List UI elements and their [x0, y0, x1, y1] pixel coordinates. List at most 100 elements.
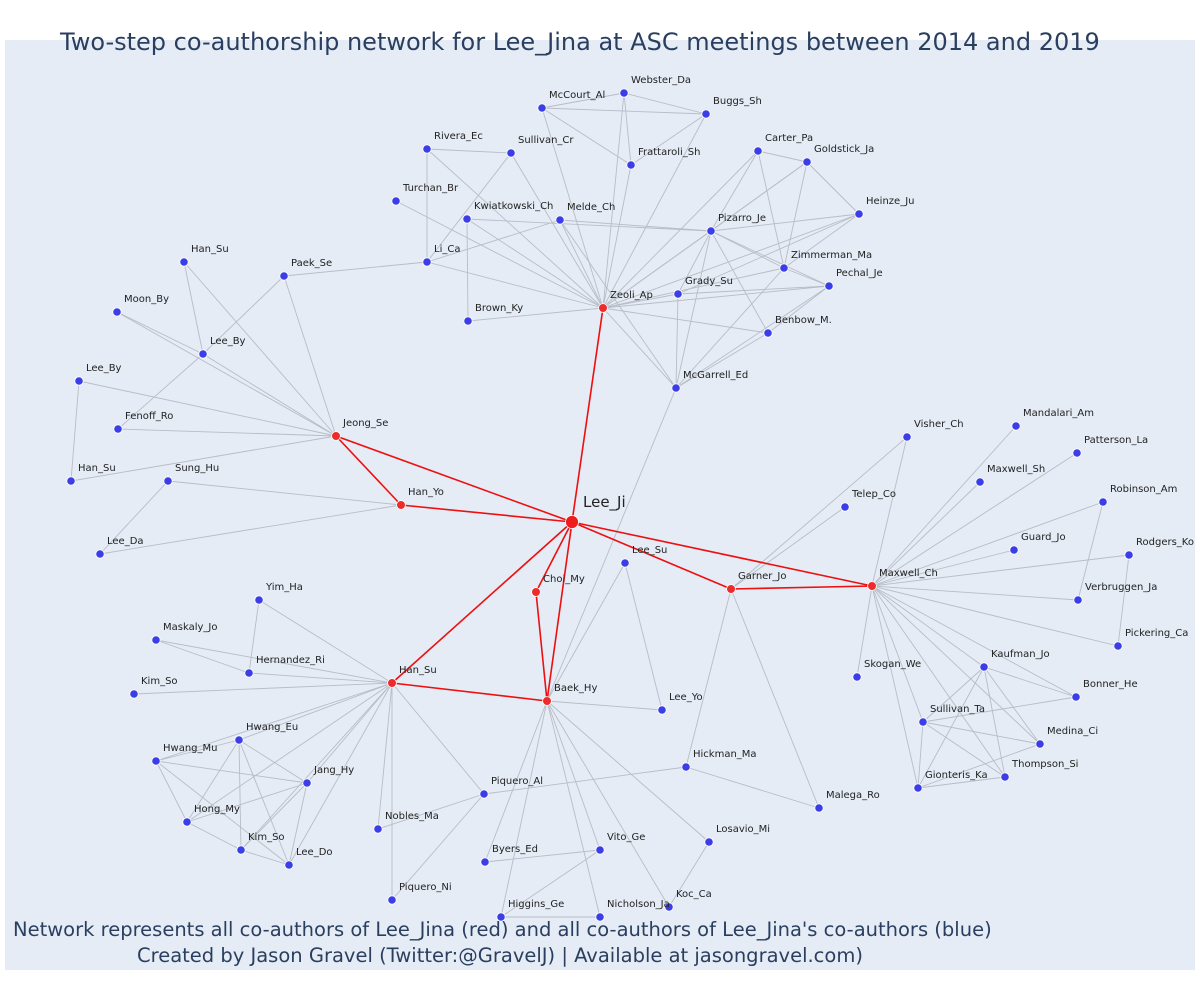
node-nicholson-ja[interactable]: [595, 912, 605, 922]
node-webster-da[interactable]: [619, 88, 629, 98]
node-piquero-al[interactable]: [479, 789, 489, 799]
caption-line-1: Network represents all co-authors of Lee…: [13, 918, 992, 941]
node-visher-ch[interactable]: [902, 432, 912, 442]
edge: [155, 760, 290, 866]
node-zeoli-ap[interactable]: [598, 303, 608, 313]
node-han-yo[interactable]: [396, 500, 406, 510]
node-goldstick-ja[interactable]: [802, 157, 812, 167]
edge: [202, 353, 337, 437]
node-pechal-je[interactable]: [824, 281, 834, 291]
node-mandalari-am[interactable]: [1011, 421, 1021, 431]
node-hwang-eu[interactable]: [234, 735, 244, 745]
node-guard-jo[interactable]: [1009, 545, 1019, 555]
node-maxwell-sh[interactable]: [975, 477, 985, 487]
node-losavio-mi[interactable]: [704, 837, 714, 847]
edge: [510, 152, 604, 309]
node-garner-jo[interactable]: [726, 584, 736, 594]
node-lee-do[interactable]: [284, 860, 294, 870]
node-medina-ci[interactable]: [1035, 739, 1045, 749]
edge: [623, 92, 632, 166]
edge: [546, 700, 601, 851]
node-pickering-ca[interactable]: [1113, 641, 1123, 651]
edge: [1117, 554, 1130, 647]
node-label: Zimmerman_Ma: [791, 250, 872, 261]
node-fenoff-ro[interactable]: [113, 424, 123, 434]
node-robinson-am[interactable]: [1098, 497, 1108, 507]
node-verbruggen-ja[interactable]: [1073, 595, 1083, 605]
node-buggs-sh[interactable]: [701, 109, 711, 119]
node-label: McCourt_Al: [549, 90, 605, 101]
node-jeong-se[interactable]: [331, 431, 341, 441]
edge: [240, 849, 290, 866]
node-label: Hickman_Ma: [693, 749, 757, 760]
node-zimmerman-ma[interactable]: [779, 263, 789, 273]
node-li-ca[interactable]: [422, 257, 432, 267]
node-han-su-a[interactable]: [179, 257, 189, 267]
node-sung-hu[interactable]: [163, 476, 173, 486]
node-sullivan-ta[interactable]: [918, 717, 928, 727]
edge: [602, 307, 769, 334]
node-kim-so-b[interactable]: [236, 845, 246, 855]
edge: [238, 682, 393, 741]
node-heinze-ju[interactable]: [854, 209, 864, 219]
node-han-su-c[interactable]: [387, 678, 397, 688]
node-mccourt-al[interactable]: [537, 103, 547, 113]
node-rodgers-ko[interactable]: [1124, 550, 1134, 560]
edge: [283, 261, 428, 277]
node-vito-ge[interactable]: [595, 845, 605, 855]
coauthor-edge: [391, 521, 573, 684]
node-yim-ha[interactable]: [254, 595, 264, 605]
node-baek-hy[interactable]: [542, 696, 552, 706]
node-jang-hy[interactable]: [302, 778, 312, 788]
node-grady-su[interactable]: [673, 289, 683, 299]
node-lee-by-a[interactable]: [198, 349, 208, 359]
edge: [783, 267, 830, 287]
node-hernandez-ri[interactable]: [244, 668, 254, 678]
node-sullivan-cr[interactable]: [506, 148, 516, 158]
node-label: Maxwell_Ch: [879, 568, 938, 579]
node-carter-pa[interactable]: [753, 146, 763, 156]
node-byers-ed[interactable]: [480, 857, 490, 867]
node-nobles-ma[interactable]: [373, 824, 383, 834]
node-lee-yo[interactable]: [657, 705, 667, 715]
node-brown-ky[interactable]: [463, 316, 473, 326]
node-label: Gionteris_Ka: [925, 770, 988, 781]
node-melde-ch[interactable]: [555, 215, 565, 225]
node-koc-ca[interactable]: [664, 902, 674, 912]
node-telep-co[interactable]: [840, 502, 850, 512]
node-maskaly-jo[interactable]: [151, 635, 161, 645]
node-higgins-ge[interactable]: [496, 912, 506, 922]
node-rivera-ec[interactable]: [422, 144, 432, 154]
node-lee-ji[interactable]: [565, 515, 579, 529]
node-maxwell-ch[interactable]: [867, 581, 877, 591]
node-benbow-m[interactable]: [763, 328, 773, 338]
node-kwiatkowski-ch[interactable]: [462, 214, 472, 224]
node-kim-so-a[interactable]: [129, 689, 139, 699]
node-paek-se[interactable]: [279, 271, 289, 281]
node-malega-ro[interactable]: [814, 803, 824, 813]
node-bonner-he[interactable]: [1071, 692, 1081, 702]
node-gionteris-ka[interactable]: [913, 783, 923, 793]
edge: [602, 164, 632, 309]
node-pizarro-je[interactable]: [706, 226, 716, 236]
node-lee-by-b[interactable]: [74, 376, 84, 386]
node-skogan-we[interactable]: [852, 672, 862, 682]
node-lee-su[interactable]: [620, 558, 630, 568]
node-han-su-b[interactable]: [66, 476, 76, 486]
node-patterson-la[interactable]: [1072, 448, 1082, 458]
node-hwang-mu[interactable]: [151, 756, 161, 766]
edge: [630, 113, 707, 166]
node-turchan-br[interactable]: [391, 196, 401, 206]
node-thompson-si[interactable]: [1000, 772, 1010, 782]
node-piquero-ni[interactable]: [387, 895, 397, 905]
node-kaufman-jo[interactable]: [979, 662, 989, 672]
node-hickman-ma[interactable]: [681, 762, 691, 772]
node-mcgarrell-ed[interactable]: [671, 383, 681, 393]
node-label: Sullivan_Ta: [930, 704, 985, 715]
node-hong-my[interactable]: [182, 817, 192, 827]
node-choi-my[interactable]: [531, 587, 541, 597]
node-lee-da[interactable]: [95, 549, 105, 559]
edge: [871, 585, 919, 789]
node-frattaroli-sh[interactable]: [626, 160, 636, 170]
node-moon-by[interactable]: [112, 307, 122, 317]
